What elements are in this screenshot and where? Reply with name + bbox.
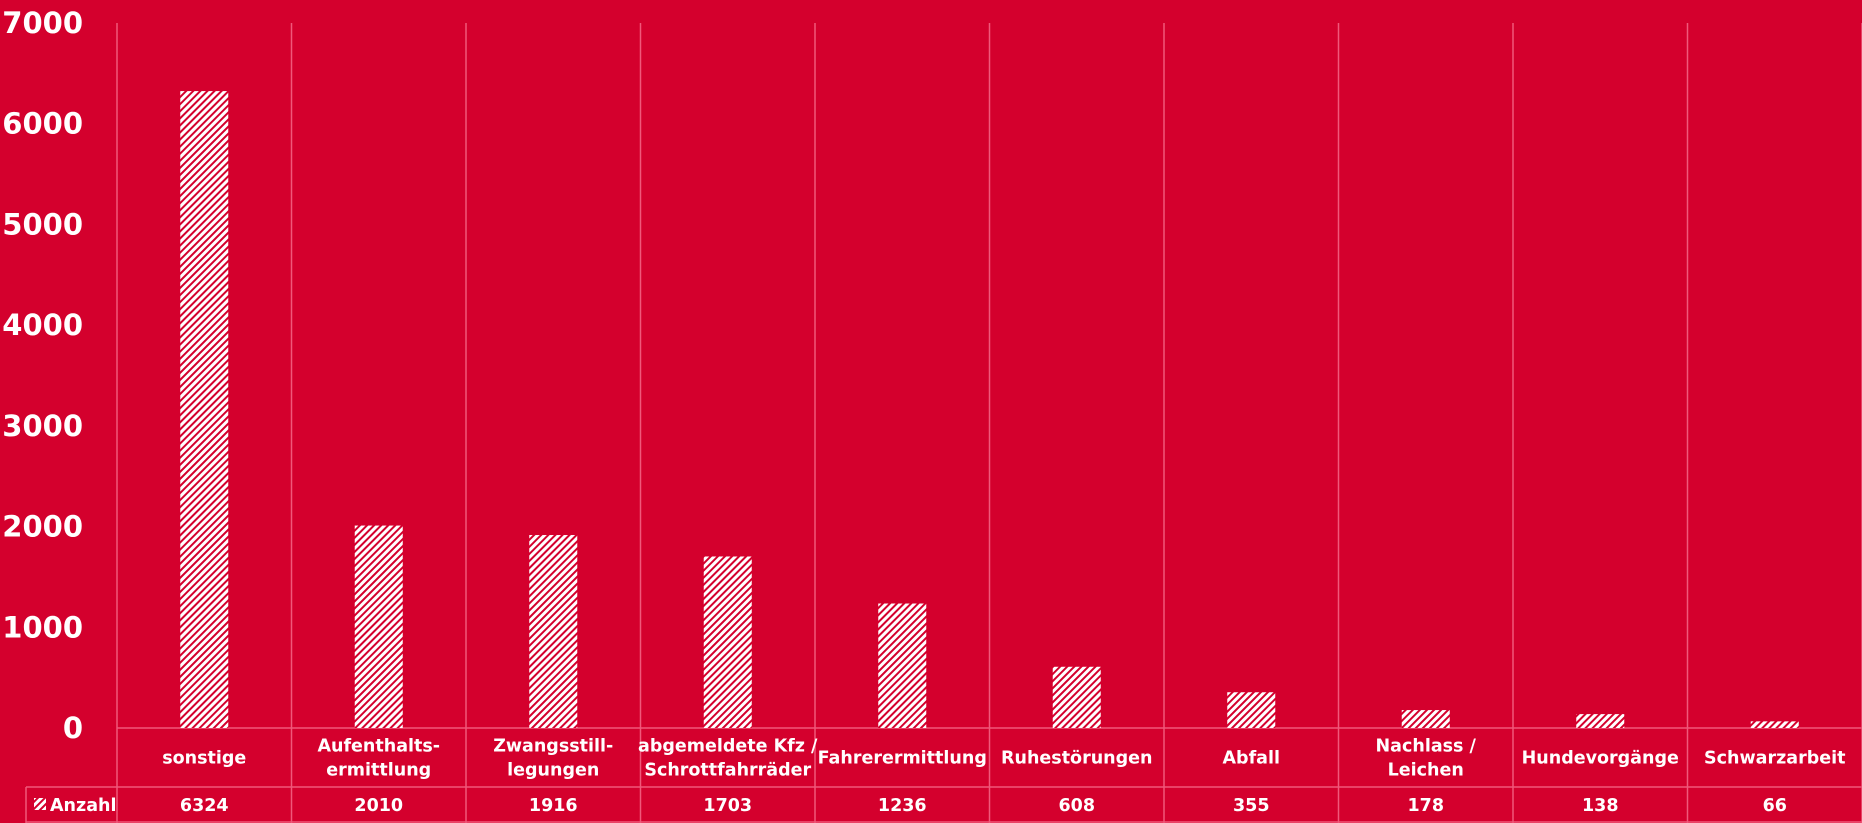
data-label: 1916: [529, 796, 578, 816]
data-label: 1236: [878, 796, 927, 816]
x-tick-label: Fahrerermittlung: [818, 749, 987, 769]
x-tick-label: Aufenthalts-ermittlung: [317, 737, 440, 781]
x-tick-label: Schwarzarbeit: [1704, 749, 1845, 769]
x-tick-label-line: Nachlass /: [1376, 737, 1477, 757]
legend-swatch: [34, 798, 46, 810]
data-label: 355: [1233, 796, 1270, 816]
x-tick-label-line: Hundevorgänge: [1522, 749, 1679, 769]
table-values: 6324 2010 1916 1703 1236 608 355 178 138 66: [180, 796, 1787, 816]
x-tick-label: sonstige: [162, 749, 246, 769]
legend-label: Anzahl: [50, 796, 116, 816]
bar: [529, 535, 578, 728]
bar: [180, 91, 229, 728]
y-tick-label: 6000: [2, 107, 83, 141]
y-axis: 0 1000 2000 3000 4000 5000 6000 7000: [2, 6, 83, 745]
bar: [354, 525, 403, 728]
data-table: Anzahl 6324 2010 1916 1703 1236 608 355 178 138 6…: [34, 796, 1787, 816]
bar: [1052, 666, 1101, 728]
y-tick-label: 1000: [2, 610, 83, 644]
data-label: 66: [1763, 796, 1787, 816]
gridlines: [25, 23, 1862, 823]
x-tick-label-line: ermittlung: [326, 761, 431, 781]
data-label: 178: [1407, 796, 1444, 816]
x-tick-label-line: Abfall: [1223, 749, 1281, 769]
x-tick-label-line: Schwarzarbeit: [1704, 749, 1845, 769]
x-tick-label-line: Ruhestörungen: [1001, 749, 1152, 769]
x-tick-label: abgemeldete Kfz / Schrottfahrräder: [638, 737, 818, 781]
x-tick-label-line: Leichen: [1388, 761, 1464, 781]
x-tick-label-line: sonstige: [162, 749, 246, 769]
x-tick-label-line: Fahrerermittlung: [818, 749, 987, 769]
x-tick-label: Zwangsstill-legungen: [493, 737, 613, 781]
y-tick-label: 4000: [2, 308, 83, 342]
data-label: 6324: [180, 796, 229, 816]
bars: [180, 91, 1799, 728]
x-tick-label: Ruhestörungen: [1001, 749, 1152, 769]
x-tick-label-line: abgemeldete Kfz /: [638, 737, 818, 757]
y-tick-label: 3000: [2, 409, 83, 443]
bar: [703, 556, 752, 728]
x-tick-label-line: Zwangsstill-: [493, 737, 613, 757]
x-tick-label: Abfall: [1223, 749, 1281, 769]
bar: [1227, 692, 1276, 728]
y-tick-label: 7000: [2, 6, 83, 40]
data-label: 1703: [703, 796, 752, 816]
bar: [1750, 721, 1799, 728]
bar: [878, 603, 927, 728]
data-label: 138: [1582, 796, 1619, 816]
x-tick-label-line: Schrottfahrräder: [644, 761, 811, 781]
legend-entry: Anzahl: [34, 796, 116, 816]
x-tick-label-line: Aufenthalts-: [317, 737, 440, 757]
y-tick-label: 5000: [2, 207, 83, 241]
data-label: 2010: [354, 796, 403, 816]
x-tick-label-line: legungen: [507, 761, 599, 781]
x-axis-category-labels: sonstige Aufenthalts-ermittlung Zwangsstil…: [162, 737, 1845, 781]
x-tick-label: Nachlass / Leichen: [1376, 737, 1477, 781]
y-tick-label: 0: [63, 711, 83, 745]
data-label: 608: [1058, 796, 1095, 816]
y-tick-label: 2000: [2, 510, 83, 544]
x-tick-label: Hundevorgänge: [1522, 749, 1679, 769]
bar: [1576, 714, 1625, 728]
bar: [1401, 710, 1450, 728]
